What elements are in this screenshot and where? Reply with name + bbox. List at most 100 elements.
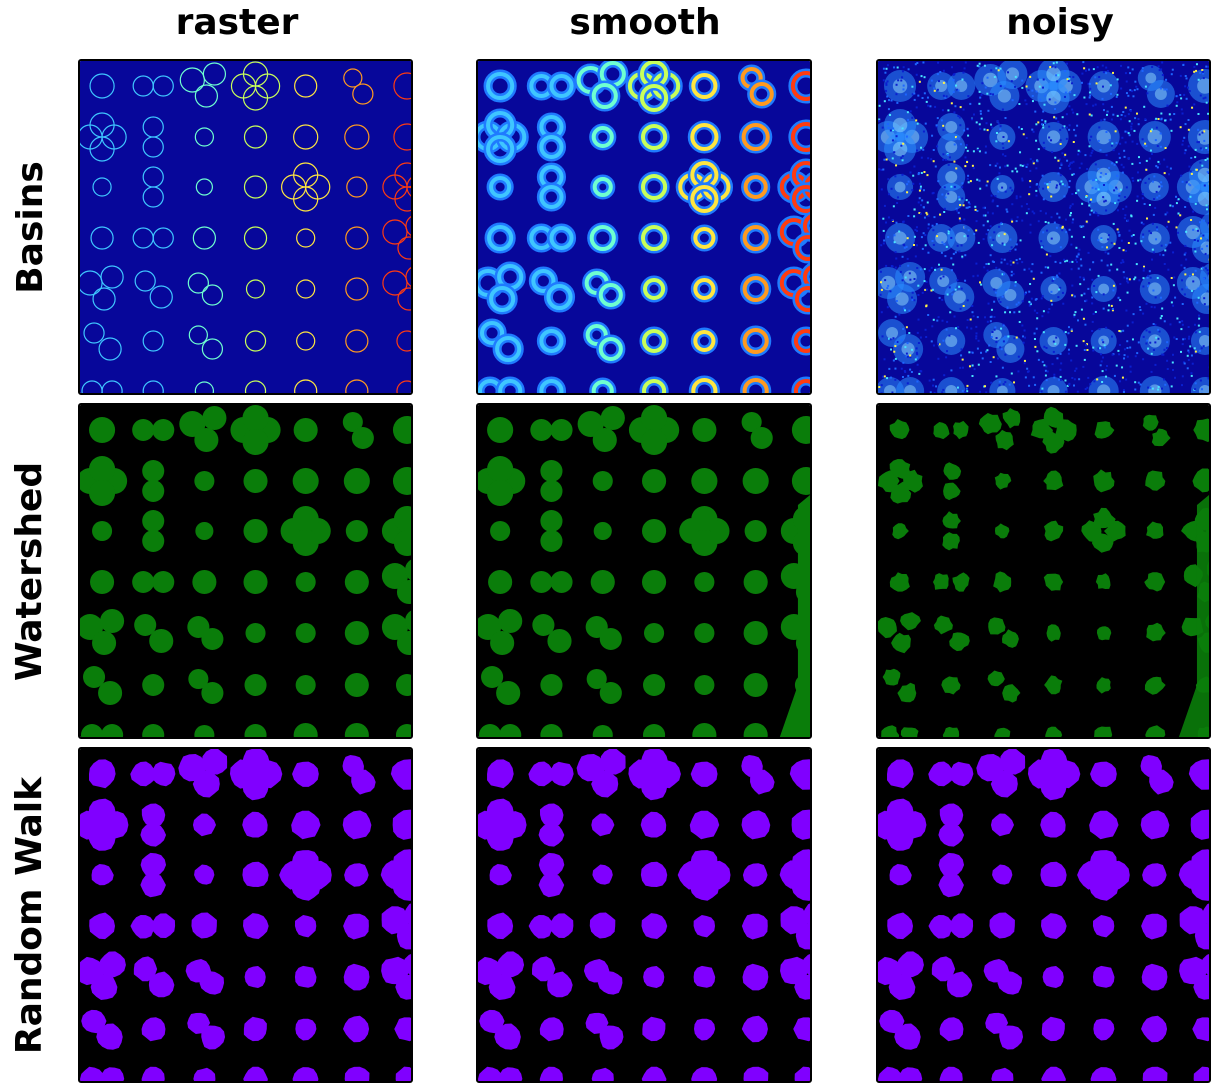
noise-speck (995, 340, 998, 343)
watershed-blob (295, 623, 316, 643)
noise-speck (970, 118, 973, 121)
basin-ring (83, 322, 105, 344)
noise-speck (1088, 145, 1091, 148)
basin-ring (149, 285, 173, 309)
random-walk-blob (591, 813, 615, 837)
basin-ring (293, 124, 319, 150)
basin-ring (179, 67, 205, 93)
noise-speck (976, 274, 979, 277)
noise-speck (1143, 203, 1146, 205)
noise-speck (1068, 261, 1071, 264)
noise-speck (1116, 93, 1119, 96)
noise-speck (964, 165, 967, 168)
noise-speck (1200, 267, 1203, 270)
noise-speck (944, 255, 947, 258)
random-walk-blob (887, 912, 914, 940)
basin-ring (802, 265, 810, 289)
noise-speck (1088, 139, 1091, 142)
noise-speck (1065, 137, 1068, 140)
noise-speck (894, 378, 897, 381)
noise-speck (921, 97, 924, 99)
noise-speck (1037, 148, 1040, 151)
watershed-edge-region (779, 495, 810, 737)
noise-speck (1075, 344, 1078, 347)
noise-speck (1188, 335, 1191, 338)
noise-speck (1148, 330, 1151, 333)
noise-speck (942, 128, 945, 131)
watershed-blob (644, 623, 665, 643)
noise-speck (885, 89, 888, 92)
noise-speck (1053, 116, 1056, 119)
noise-speck (1101, 356, 1104, 359)
noise-speck (1155, 165, 1158, 168)
noise-speck (932, 384, 935, 387)
watershed-blob (479, 724, 502, 737)
noise-speck (1175, 338, 1178, 340)
noise-speck (1197, 113, 1200, 115)
noise-speck (886, 80, 889, 83)
noise-speck (1115, 186, 1118, 189)
random-walk-blob (878, 1066, 902, 1081)
noise-speck (966, 159, 969, 162)
noise-speck (1044, 221, 1047, 223)
noise-speck (991, 212, 994, 215)
noise-speck (1055, 336, 1058, 339)
random-walk-blob (295, 1018, 317, 1041)
basin-ring (343, 68, 363, 88)
noise-speck (1105, 365, 1108, 367)
noise-speck (894, 175, 897, 178)
noise-speck (971, 305, 974, 307)
noise-speck (1094, 76, 1097, 79)
noise-speck (1181, 143, 1184, 146)
noise-speck (1031, 210, 1034, 213)
noise-speck (950, 185, 953, 188)
noise-speck (1187, 337, 1190, 340)
noise-speck (1184, 149, 1187, 152)
noisy-blob-core (884, 385, 897, 393)
noise-speck (1157, 337, 1160, 340)
random-walk-blob (886, 798, 914, 828)
noise-speck (895, 83, 898, 86)
noise-speck (1153, 198, 1156, 200)
noise-speck (906, 237, 909, 240)
noisy-blob (1037, 61, 1070, 90)
noise-speck (1029, 169, 1032, 172)
random-walk-blob (939, 1066, 963, 1081)
random-walk-blob (1141, 963, 1168, 991)
basin-ring (793, 379, 810, 393)
noise-speck (1092, 211, 1095, 214)
noise-speck (1166, 359, 1169, 362)
noise-speck (886, 123, 889, 125)
noise-speck (1012, 261, 1015, 264)
noise-speck (883, 358, 886, 361)
noise-speck (919, 187, 922, 190)
noise-speck (1059, 246, 1062, 249)
watershed-blob (142, 724, 165, 737)
noise-speck (951, 288, 954, 291)
noise-speck (1031, 95, 1034, 97)
noise-speck (978, 62, 981, 65)
watershed-blob (1144, 676, 1166, 695)
noise-speck (972, 113, 975, 116)
random-walk-blob (89, 912, 116, 940)
noise-speck (1151, 66, 1154, 68)
noise-speck (1151, 248, 1154, 251)
noise-speck (1018, 321, 1021, 323)
noise-speck (894, 357, 897, 360)
noise-speck (1133, 89, 1136, 92)
noise-speck (1148, 177, 1151, 180)
noise-speck (1154, 363, 1157, 366)
noise-speck (1126, 347, 1129, 349)
noise-speck (1125, 205, 1128, 208)
watershed-blob (1144, 572, 1166, 592)
noise-speck (1110, 105, 1113, 108)
noise-speck (1048, 181, 1051, 183)
noise-speck (960, 348, 963, 351)
noise-speck (1200, 148, 1203, 151)
noise-speck (984, 86, 987, 89)
noise-speck (921, 199, 924, 202)
noise-speck (1153, 175, 1156, 178)
noise-speck (947, 192, 950, 195)
noise-speck (887, 236, 890, 238)
random-walk-blob (1092, 965, 1115, 988)
